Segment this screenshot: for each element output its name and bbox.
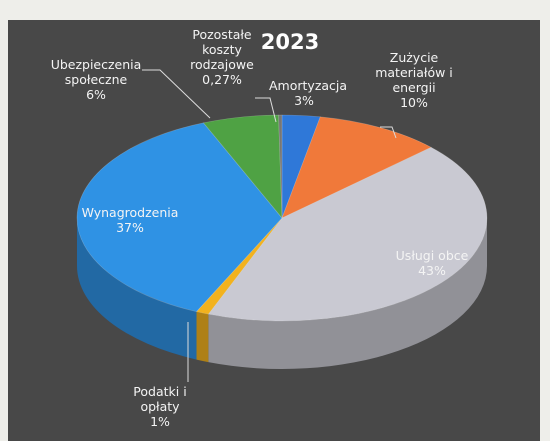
category-label: Amortyzacja — [269, 78, 348, 93]
value-label: 6% — [86, 87, 106, 102]
slice-side — [196, 311, 209, 363]
slice — [202, 114, 283, 219]
value-label: 43% — [418, 263, 446, 278]
leader-line — [255, 97, 277, 123]
category-label: Zużycie materiałów i energii — [375, 50, 453, 95]
slice — [207, 146, 488, 322]
value-label: 37% — [116, 220, 144, 235]
value-label: 0,27% — [202, 72, 242, 87]
slice-side — [208, 218, 487, 369]
value-label: 10% — [400, 95, 428, 110]
leader-line — [142, 69, 211, 119]
slice-label: Amortyzacja 3% — [269, 78, 348, 108]
chart-title: 2023 — [260, 30, 320, 54]
slice-label: Pozostałe koszty rodzajowe 0,27% — [182, 27, 262, 87]
slice — [76, 122, 283, 312]
category-label: Podatki i opłaty — [133, 384, 187, 414]
category-label: Usługi obce — [395, 248, 469, 263]
slice — [281, 114, 321, 219]
slice-label: Ubezpieczenia społeczne 6% — [41, 57, 151, 102]
category-label: Wynagrodzenia — [81, 205, 179, 220]
slice-label: Wynagrodzenia 37% — [75, 205, 185, 235]
slice-label: Zużycie materiałów i energii 10% — [369, 50, 459, 110]
slice — [278, 114, 283, 219]
slice-label: Usługi obce 43% — [387, 248, 477, 278]
slice — [281, 116, 432, 219]
slice-label: Podatki i opłaty 1% — [120, 384, 200, 429]
value-label: 1% — [150, 414, 170, 429]
category-label: Ubezpieczenia społeczne — [50, 57, 142, 87]
leader-lines — [142, 69, 397, 382]
slice-side — [77, 218, 197, 360]
slice — [195, 217, 283, 315]
category-label: Pozostałe koszty rodzajowe — [190, 27, 254, 72]
leader-line — [380, 126, 397, 139]
value-label: 3% — [294, 93, 314, 108]
